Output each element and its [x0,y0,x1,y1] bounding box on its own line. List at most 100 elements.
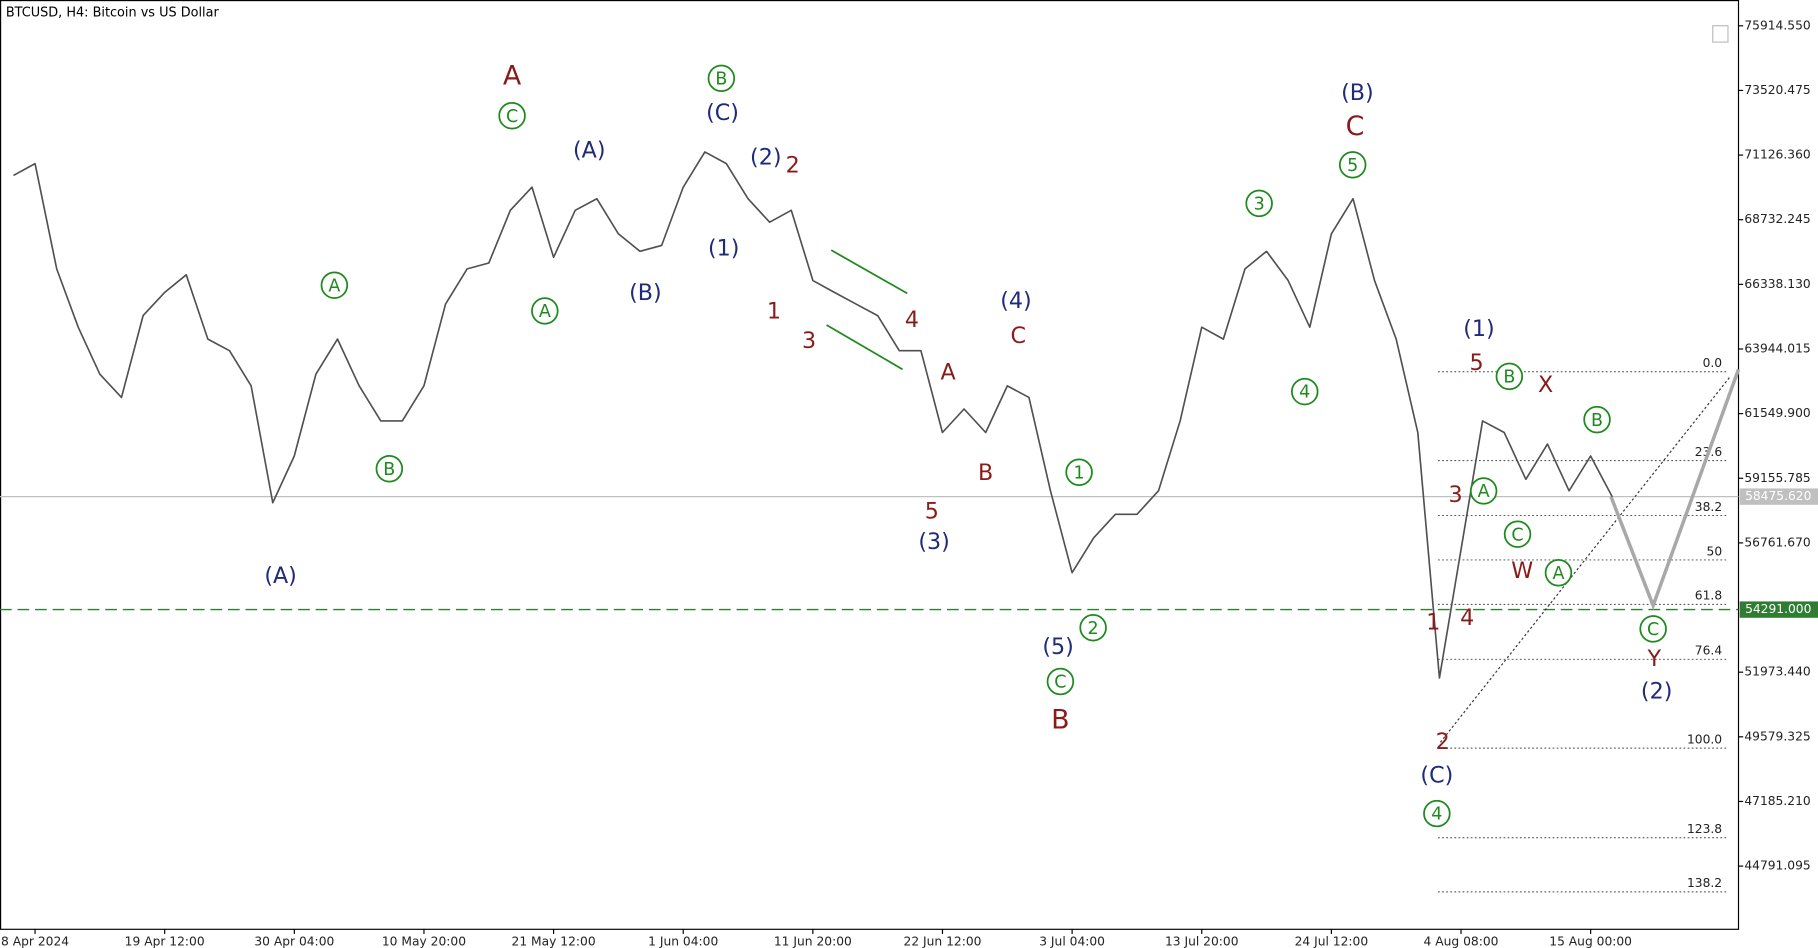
price-label-box [1739,601,1818,618]
wave-label: 3 [802,328,816,354]
wave-circle [1503,520,1532,548]
fib-label: 138.2 [1687,876,1722,890]
wave-label: (A) [573,137,606,163]
chart-title: BTCUSD, H4: Bitcoin vs US Dollar [6,5,220,20]
wave-circle [531,297,559,325]
wave-label: A [941,359,956,385]
channel-line [826,324,904,371]
wave-circle [707,64,736,93]
wave-label: 2 [1436,729,1450,755]
wave-circle [1065,458,1093,486]
wave-circle [1291,377,1319,406]
wave-label: 1 [767,299,781,325]
y-tick-label: 44791.095 [1744,859,1810,873]
plot-frame [0,0,1740,930]
wave-label: B [1591,411,1603,431]
wave-label: (B) [1341,80,1374,106]
wave-label: (B) [629,280,662,306]
wave-label: C [506,107,518,127]
wave-label: (3) [918,529,949,555]
wave-circle [1423,799,1451,828]
price-line-series [13,151,1613,679]
channel-line [830,249,908,295]
wave-circle [320,271,349,299]
wave-label: A [1478,482,1490,502]
wave-circle [1469,477,1498,505]
wave-label: C [1511,525,1523,545]
wave-label: B [1503,368,1515,388]
wave-label: 2 [786,152,800,178]
y-tick-label: 66338.130 [1744,277,1810,291]
y-tick-label: 63944.015 [1744,341,1810,355]
wave-label: 3 [1448,482,1462,508]
x-tick-label: 1 Jun 04:00 [648,935,718,948]
wave-label: C [1054,673,1066,693]
wave-label: (1) [708,235,739,261]
wave-label: 2 [1088,619,1099,639]
y-tick-label: 56761.670 [1744,535,1810,549]
wave-label: A [328,276,340,296]
wave-label: A [539,302,551,322]
wave-label: 4 [1431,805,1442,825]
x-tick-label: 22 Jun 12:00 [904,935,982,948]
fib-label: 76.4 [1695,644,1723,658]
wave-label: 1 [1074,463,1085,483]
wave-label: B [978,460,993,486]
y-tick-label: 59155.785 [1744,471,1810,485]
x-tick-label: 30 Apr 04:00 [254,935,334,948]
fib-label: 61.8 [1695,589,1722,603]
wave-label: (2) [750,144,781,170]
wave-circle [498,101,526,130]
y-tick-label: 75914.550 [1744,18,1810,32]
fib-label: 0.0 [1703,356,1723,370]
wave-circle [1639,615,1667,643]
wave-label: C [1647,620,1659,640]
wave-circle [1495,362,1524,391]
wave-label: B [383,460,395,480]
price-label: 54291.000 [1745,602,1811,616]
price-label: 58475.620 [1745,489,1811,503]
wave-label: C [1346,111,1365,142]
x-tick-label: 21 May 12:00 [512,935,596,948]
wave-label: X [1538,372,1553,398]
x-tick-label: 4 Aug 08:00 [1424,935,1499,948]
y-tick-label: 47185.210 [1744,794,1810,808]
wave-label: 5 [1470,350,1484,376]
x-tick-label: 13 Jul 20:00 [1165,935,1239,948]
wave-label: A [503,61,522,92]
y-tick-label: 73520.475 [1744,83,1810,97]
wave-label: B [1051,705,1069,736]
wave-label: 4 [1460,605,1474,631]
x-tick-label: 10 May 20:00 [382,935,466,948]
x-tick-label: 8 Apr 2024 [1,935,69,948]
y-tick-label: 71126.360 [1744,148,1810,162]
y-tick-label: 51973.440 [1744,665,1810,679]
wave-label: (5) [1042,634,1073,660]
y-tick-label: 68732.245 [1744,212,1810,226]
wave-label: (2) [1641,679,1672,705]
projection-path [1609,368,1741,611]
wave-label: 5 [925,498,939,524]
wave-label: (C) [706,100,739,126]
fib-label: 100.0 [1687,732,1722,746]
wave-label: C [1011,323,1027,349]
wave-label: (4) [1000,288,1031,314]
toolbar-icon[interactable] [1712,25,1729,43]
wave-circle [1583,405,1611,434]
wave-label: Y [1647,646,1662,672]
wave-label: 4 [1299,383,1310,403]
wave-circle [1046,667,1075,696]
wave-label: (C) [1420,763,1453,789]
wave-label: 4 [905,307,919,333]
x-tick-label: 19 Apr 12:00 [125,935,205,948]
x-tick-label: 24 Jul 12:00 [1295,935,1369,948]
x-tick-label: 15 Aug 00:00 [1549,935,1632,948]
wave-circle [1338,151,1367,179]
wave-label: W [1511,558,1533,584]
wave-label: 3 [1254,195,1265,215]
wave-label: B [715,69,727,89]
y-tick-label: 49579.325 [1744,729,1810,743]
